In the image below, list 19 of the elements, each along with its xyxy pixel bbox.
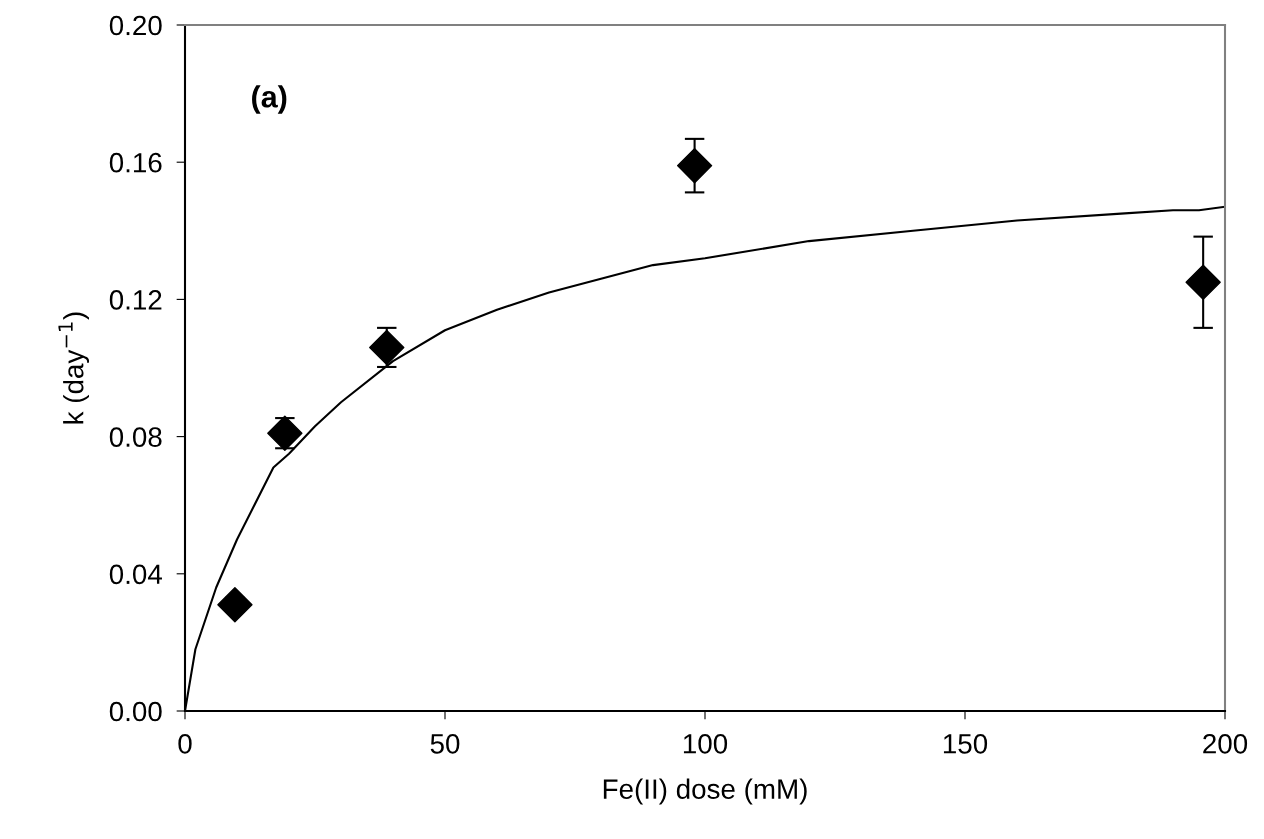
y-tick-label: 0.16 bbox=[109, 152, 162, 173]
x-tick-label: 0 bbox=[178, 733, 192, 754]
x-tick-label: 200 bbox=[1203, 733, 1248, 754]
annotation: (a) bbox=[252, 85, 287, 114]
y-tick-label: 0.04 bbox=[109, 564, 162, 585]
x-tick-label: 100 bbox=[683, 733, 728, 754]
x-tick-label: 50 bbox=[430, 733, 460, 754]
y-tick-label: 0.12 bbox=[109, 290, 162, 310]
y-tick-label: 0.20 bbox=[109, 15, 162, 36]
point bbox=[267, 415, 303, 451]
point bbox=[217, 586, 253, 623]
point bbox=[369, 329, 405, 366]
x-axis-title: Fe(II) dose (mM) bbox=[603, 778, 807, 805]
point bbox=[676, 147, 713, 184]
y-tick-label: 0.00 bbox=[109, 701, 162, 722]
point bbox=[1185, 264, 1221, 300]
y-tick-label: 0.08 bbox=[109, 427, 162, 447]
x-tick-label: 150 bbox=[943, 733, 988, 754]
y-axis-title: k (day$^{−1}$) bbox=[58, 312, 90, 424]
